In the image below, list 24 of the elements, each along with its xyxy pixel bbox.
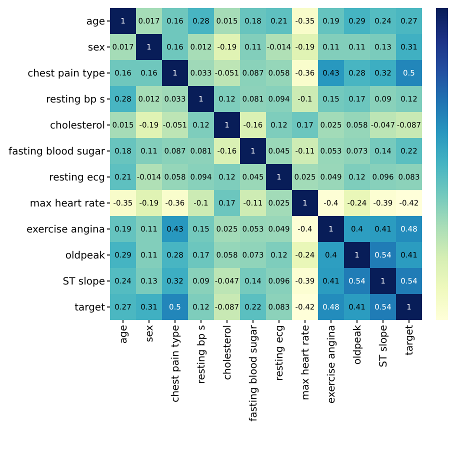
x-tick-label: resting ecg [274,325,286,381]
x-tick-label: ST slope [378,325,390,368]
x-tick-label: max heart rate [300,325,312,400]
y-tick-label: ST slope [62,276,105,288]
x-tick-label: cholesterol [222,325,234,380]
x-tick-label: age [118,325,130,344]
x-tick-label: sex [144,324,156,342]
x-tick-label: target [404,324,416,356]
y-tick-label: oldpeak [65,250,106,262]
y-tick-label: sex [88,42,106,54]
y-tick-label: target [74,302,106,314]
y-tick-label: exercise angina [26,224,105,236]
x-tick-label: exercise angina [326,325,338,404]
y-tick-label: resting bp s [46,94,105,106]
y-tick-label: age [86,16,105,28]
x-tick-label: fasting blood sugar [248,324,260,422]
y-tick-label: chest pain type [28,68,105,80]
y-tick-label: cholesterol [50,120,105,132]
y-tick-label: max heart rate [30,198,105,210]
y-tick-label: resting ecg [49,172,105,184]
x-tick-label: chest pain type [170,325,182,402]
x-tick-label: oldpeak [352,324,364,365]
y-tick-label: fasting blood sugar [8,146,106,158]
x-tick-label: resting bp s [196,325,208,384]
